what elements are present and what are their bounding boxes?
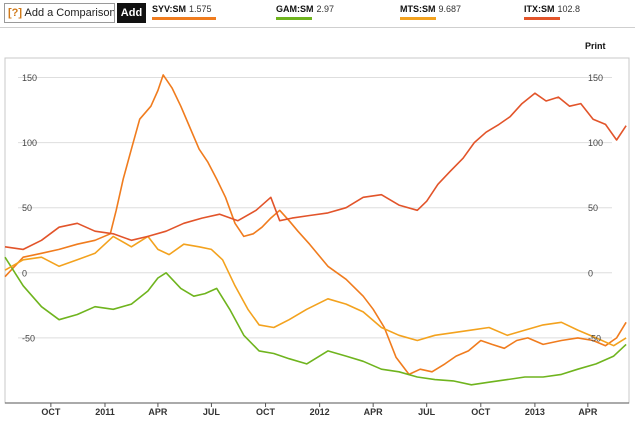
legend-swatch [400, 17, 436, 20]
add-comparison-input[interactable]: [?] Add a Comparison [4, 3, 115, 23]
y-tick-label-left: 150 [22, 73, 37, 83]
print-link[interactable]: Print [585, 41, 606, 51]
x-tick-label: OCT [471, 407, 491, 417]
x-axis: OCT 2011 APR JUL OCT 2012 APR JUL OCT 2013 APR [41, 403, 598, 417]
legend-value: 1.575 [189, 4, 212, 14]
x-tick-label: APR [364, 407, 384, 417]
legend-item-gam[interactable]: GAM:SM 2.97 [276, 4, 335, 20]
series-lines [4, 74, 627, 386]
y-axis-right: 150 100 50 0 -50 [588, 73, 603, 343]
x-tick-label: 2011 [95, 407, 115, 417]
x-tick-label: 2013 [525, 407, 545, 417]
y-tick-label-right: -50 [588, 333, 601, 343]
y-tick-label-left: 0 [22, 268, 27, 278]
legend-value: 2.97 [316, 4, 335, 14]
series-line-itx [4, 92, 627, 251]
x-tick-label: JUL [418, 407, 436, 417]
series-line-syv [4, 74, 627, 376]
x-tick-label: APR [148, 407, 168, 417]
y-tick-label-right: 50 [588, 203, 598, 213]
plot-frame [4, 57, 630, 404]
legend-ticker: ITX:SM [524, 4, 555, 14]
legend-ticker: GAM:SM [276, 4, 314, 14]
legend-item-mts[interactable]: MTS:SM 9.687 [400, 4, 462, 20]
y-tick-label-left: -50 [22, 333, 35, 343]
y-tick-label-left: 100 [22, 138, 37, 148]
x-tick-label: 2012 [310, 407, 330, 417]
y-tick-label-right: 150 [588, 73, 603, 83]
legend-value: 9.687 [438, 4, 462, 14]
help-icon[interactable]: [?] [8, 7, 23, 19]
x-tick-label: OCT [256, 407, 276, 417]
x-tick-label: OCT [41, 407, 61, 417]
x-tick-label: APR [578, 407, 598, 417]
legend-value: 102.8 [557, 4, 581, 14]
gridlines [18, 77, 612, 339]
y-tick-label-left: 50 [22, 203, 32, 213]
toolbar: [?] Add a Comparison Add SYV:SM 1.575 GAM… [0, 0, 635, 27]
legend-ticker: MTS:SM [400, 4, 436, 14]
x-tick-label: JUL [203, 407, 221, 417]
legend-item-syv[interactable]: SYV:SM 1.575 [152, 4, 216, 20]
add-button[interactable]: Add [117, 3, 146, 23]
series-line-mts [4, 235, 627, 347]
legend-item-itx[interactable]: ITX:SM 102.8 [524, 4, 581, 20]
add-comparison-placeholder: Add a Comparison [24, 7, 115, 19]
series-line-gam [4, 256, 627, 386]
y-tick-label-right: 100 [588, 138, 603, 148]
legend-ticker: SYV:SM [152, 4, 187, 14]
toolbar-divider [0, 27, 635, 28]
y-axis-left: 150 100 50 0 -50 [22, 73, 37, 343]
y-tick-label-right: 0 [588, 268, 593, 278]
legend-swatch [524, 17, 560, 20]
legend-swatch [152, 17, 216, 20]
legend-swatch [276, 17, 312, 20]
